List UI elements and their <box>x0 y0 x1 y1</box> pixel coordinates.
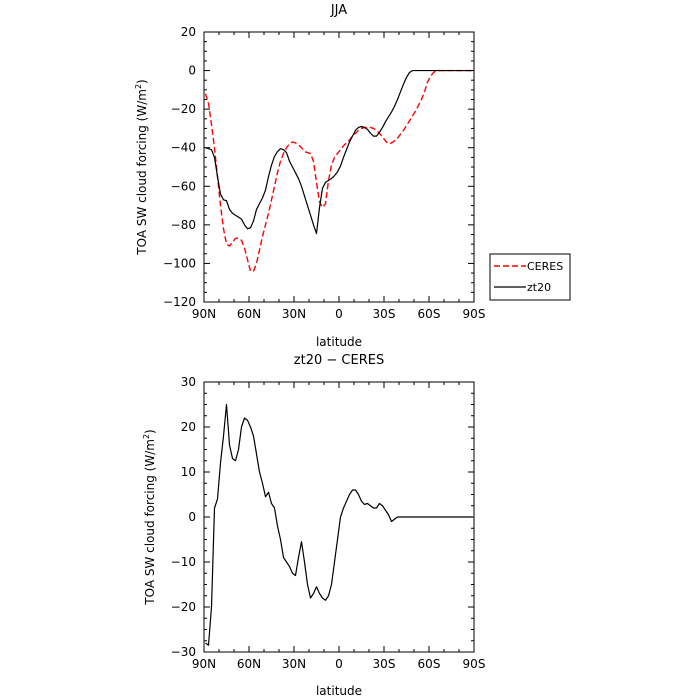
y-axis-ticks: 20 0 −20 −40 −60 −80 −100 −120 <box>163 25 474 309</box>
legend-box <box>489 253 571 301</box>
y-tick-label: −120 <box>163 295 196 309</box>
y-tick-label: 20 <box>181 420 196 434</box>
y-tick-label: 30 <box>181 375 196 389</box>
x-tick-label: 30S <box>373 657 396 671</box>
chart-panel-bottom: zt20 − CERES 90N 60N 30N 0 30S 60S 90S 30 20 10 0… <box>142 353 485 698</box>
y-tick-label: −20 <box>171 102 196 116</box>
legend-label-zt20: zt20 <box>527 281 551 294</box>
x-tick-label: 90S <box>463 657 486 671</box>
y-axis-ticks: 30 20 10 0 −10 −20 −30 <box>171 375 474 659</box>
y-tick-label: −10 <box>171 555 196 569</box>
series-group <box>204 69 473 272</box>
x-tick-label: 0 <box>335 657 343 671</box>
x-tick-label: 0 <box>335 307 343 321</box>
x-tick-label: 30N <box>282 657 306 671</box>
y-tick-label: −40 <box>171 141 196 155</box>
y-tick-label: −20 <box>171 600 196 614</box>
y-tick-label: 20 <box>181 25 196 39</box>
series-line-difference <box>205 403 473 646</box>
y-tick-label: 0 <box>188 510 196 524</box>
legend: CERES zt20 <box>489 253 571 301</box>
x-tick-label: 60N <box>237 657 261 671</box>
series-line-zt20 <box>205 69 473 235</box>
x-tick-label: 90N <box>192 657 216 671</box>
x-tick-label: 90S <box>463 307 486 321</box>
x-axis-ticks: 90N 60N 30N 0 30S 60S 90S <box>192 382 486 671</box>
y-tick-label: 10 <box>181 465 196 479</box>
x-tick-label: 30S <box>373 307 396 321</box>
chart-title: JJA <box>330 3 347 18</box>
x-tick-label: 60S <box>418 657 441 671</box>
y-tick-label: −100 <box>163 256 196 270</box>
y-axis-label: TOA SW cloud forcing (W/m2) <box>134 79 149 255</box>
y-axis-label: TOA SW cloud forcing (W/m2) <box>142 429 157 605</box>
y-tick-label: −80 <box>171 218 196 232</box>
y-tick-label: −60 <box>171 179 196 193</box>
x-tick-label: 30N <box>282 307 306 321</box>
x-axis-label: latitude <box>316 335 362 349</box>
x-axis-label: latitude <box>316 684 362 698</box>
series-line-ceres <box>204 69 473 272</box>
y-tick-label: −30 <box>171 645 196 659</box>
x-tick-label: 60S <box>418 307 441 321</box>
y-tick-label: 0 <box>188 64 196 78</box>
x-axis-ticks: 90N 60N 30N 0 30S 60S 90S <box>192 32 486 321</box>
chart-title: zt20 − CERES <box>294 353 384 368</box>
chart-panel-top: JJA 90N 60N 30N 0 30S 60S 90S 20 0 −20 −40 −60 −80 −… <box>134 3 485 349</box>
x-tick-label: 60N <box>237 307 261 321</box>
legend-label-ceres: CERES <box>527 260 563 273</box>
x-tick-label: 90N <box>192 307 216 321</box>
series-group <box>205 403 473 646</box>
